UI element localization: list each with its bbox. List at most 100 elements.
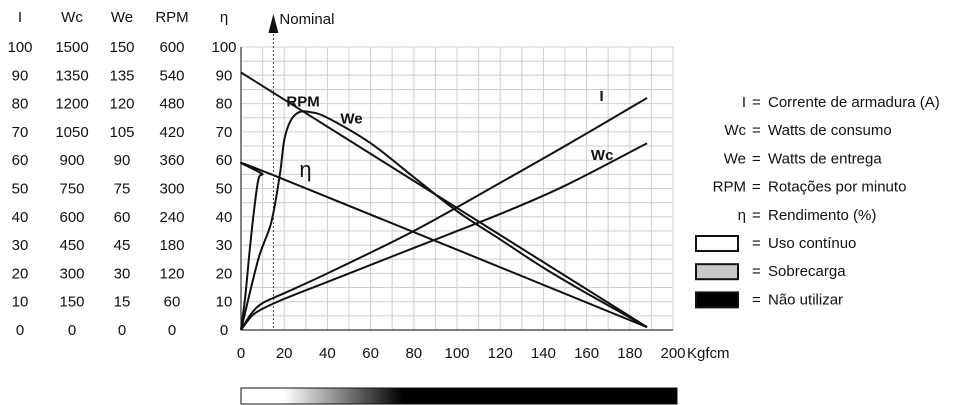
scale-value: 10 — [12, 294, 29, 311]
scale-value: 1350 — [55, 67, 88, 84]
scale-column-headers: I Wc We RPM η — [18, 9, 228, 26]
x-axis-label: Kgfcm — [687, 345, 730, 362]
column-header-0: I — [18, 9, 22, 26]
legend-item: I = Corrente de armadura (A) — [742, 94, 940, 111]
legend-text: Corrente de armadura (A) — [768, 94, 940, 111]
scale-value: 60 — [164, 294, 181, 311]
scale-value: 240 — [159, 209, 184, 226]
legend-symbol: We — [724, 150, 746, 167]
scale-value: 75 — [114, 181, 131, 198]
scale-value: 420 — [159, 124, 184, 141]
scale-value: 540 — [159, 67, 184, 84]
legend-text: Sobrecarga — [768, 263, 846, 280]
scale-value: 10 — [216, 294, 233, 311]
legend-text: Watts de consumo — [768, 122, 892, 139]
legend-item: = Uso contínuo — [696, 235, 856, 252]
x-tick-label: 60 — [362, 345, 379, 362]
scale-value: 360 — [159, 152, 184, 169]
scale-value: 100 — [7, 39, 32, 56]
curve-label-efficiency: η — [299, 157, 311, 182]
legend-equals: = — [752, 94, 761, 111]
scale-value: 0 — [16, 322, 24, 339]
x-axis-ticks: 0 20 40 60 80 100 120 140 160 180 200 — [237, 345, 686, 362]
column-header-1: Wc — [61, 9, 83, 26]
scale-value: 50 — [216, 181, 233, 198]
scale-value: 70 — [12, 124, 29, 141]
legend-item: η = Rendimento (%) — [738, 207, 877, 224]
x-tick-label: 180 — [617, 345, 642, 362]
x-tick-label: 80 — [405, 345, 422, 362]
scale-value: 50 — [12, 181, 29, 198]
scale-value: 30 — [216, 237, 233, 254]
scale-value: 750 — [59, 181, 84, 198]
legend-symbol: Wc — [724, 122, 746, 139]
x-tick-label: 100 — [444, 345, 469, 362]
legend-text: Watts de entrega — [768, 150, 882, 167]
scale-value: 480 — [159, 96, 184, 113]
column-header-2: We — [111, 9, 133, 26]
scale-value: 180 — [159, 237, 184, 254]
legend-symbol: η — [738, 207, 746, 224]
scale-columns: 1009080706050403020100150013501200105090… — [7, 39, 236, 339]
legend-item: RPM = Rotações por minuto — [713, 179, 907, 196]
column-header-4: η — [220, 9, 228, 26]
scale-value: 135 — [109, 67, 134, 84]
nominal-label: Nominal — [279, 11, 334, 28]
scale-value: 30 — [12, 237, 29, 254]
scale-value: 105 — [109, 124, 134, 141]
legend-text: Uso contínuo — [768, 235, 856, 252]
legend-equals: = — [752, 291, 761, 308]
scale-value: 40 — [216, 209, 233, 226]
legend-equals: = — [752, 150, 761, 167]
legend-symbol: RPM — [713, 179, 746, 196]
scale-value: 90 — [12, 67, 29, 84]
scale-value: 45 — [114, 237, 131, 254]
scale-value: 600 — [59, 209, 84, 226]
scale-value: 90 — [114, 152, 131, 169]
x-tick-label: 140 — [531, 345, 556, 362]
legend-item: = Sobrecarga — [696, 263, 846, 280]
x-tick-label: 0 — [237, 345, 245, 362]
legend-text: Rotações por minuto — [768, 179, 906, 196]
scale-value: 0 — [68, 322, 76, 339]
scale-value: 150 — [59, 294, 84, 311]
scale-value: 80 — [12, 96, 29, 113]
x-tick-label: 20 — [276, 345, 293, 362]
scale-value: 120 — [109, 96, 134, 113]
scale-value: 100 — [211, 39, 236, 56]
curve-label-watts-consumption: Wc — [591, 147, 614, 164]
scale-value: 60 — [216, 152, 233, 169]
legend-equals: = — [752, 207, 761, 224]
legend-swatch — [696, 236, 738, 251]
scale-value: 90 — [216, 67, 233, 84]
legend-text: Não utilizar — [768, 291, 843, 308]
scale-value: 15 — [114, 294, 131, 311]
legend: I = Corrente de armadura (A) Wc = Watts de co… — [696, 94, 940, 308]
scale-value: 150 — [109, 39, 134, 56]
usage-band-bar — [241, 388, 677, 404]
scale-value: 60 — [114, 209, 131, 226]
scale-value: 120 — [159, 265, 184, 282]
scale-value: 20 — [216, 265, 233, 282]
scale-value: 0 — [220, 322, 228, 339]
scale-value: 40 — [12, 209, 29, 226]
legend-symbol: I — [742, 94, 746, 111]
column-header-3: RPM — [155, 9, 188, 26]
scale-value: 80 — [216, 96, 233, 113]
legend-equals: = — [752, 235, 761, 252]
nominal-arrow-icon — [268, 14, 278, 33]
scale-value: 0 — [168, 322, 176, 339]
scale-value: 300 — [159, 181, 184, 198]
scale-value: 30 — [114, 265, 131, 282]
legend-item: = Não utilizar — [696, 291, 843, 308]
scale-value: 60 — [12, 152, 29, 169]
legend-equals: = — [752, 179, 761, 196]
x-tick-label: 40 — [319, 345, 336, 362]
legend-text: Rendimento (%) — [768, 207, 876, 224]
legend-equals: = — [752, 263, 761, 280]
legend-equals: = — [752, 122, 761, 139]
curve-label-current: I — [600, 88, 604, 105]
scale-value: 1050 — [55, 124, 88, 141]
legend-item: Wc = Watts de consumo — [724, 122, 891, 139]
